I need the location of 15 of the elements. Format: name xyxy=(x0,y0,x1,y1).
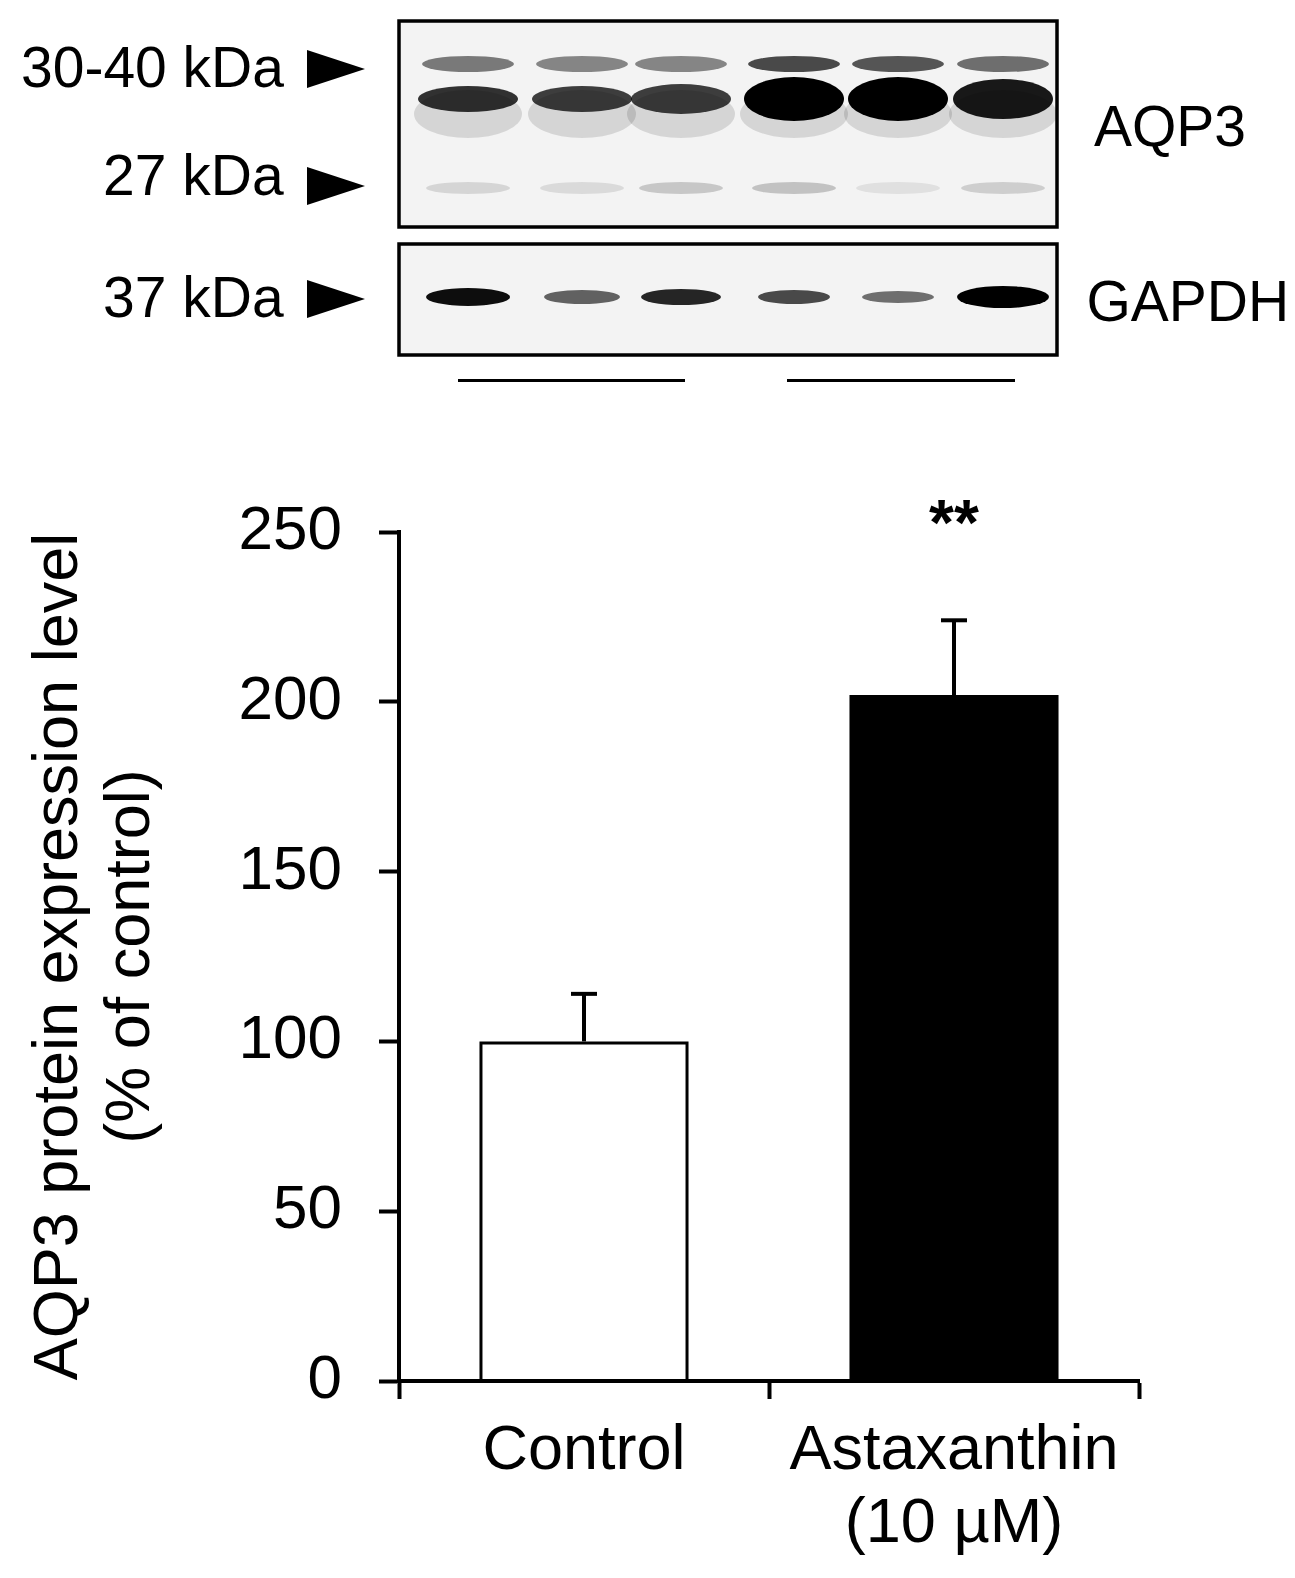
text: GAPDH xyxy=(1086,268,1290,333)
y-tick-label: 0 xyxy=(307,1342,342,1412)
y-tick-label: 50 xyxy=(273,1172,342,1242)
annotation: ** xyxy=(929,486,979,559)
y-tick-label: 150 xyxy=(238,832,342,902)
x-tick-label: Control xyxy=(482,1411,686,1482)
text: 30-40 kDa xyxy=(21,34,284,99)
text: 37 kDa xyxy=(103,264,284,329)
y-axis-title: AQP3 protein expression level (% of control) xyxy=(20,532,163,1381)
x-tick-label: Astaxanthin (10 µM) xyxy=(789,1411,1119,1555)
y-tick-label: 250 xyxy=(238,493,342,563)
text: 27 kDa xyxy=(103,142,284,207)
y-tick-label: 100 xyxy=(238,1002,342,1072)
y-tick-label: 200 xyxy=(238,662,342,732)
text: AQP3 xyxy=(1094,93,1247,158)
